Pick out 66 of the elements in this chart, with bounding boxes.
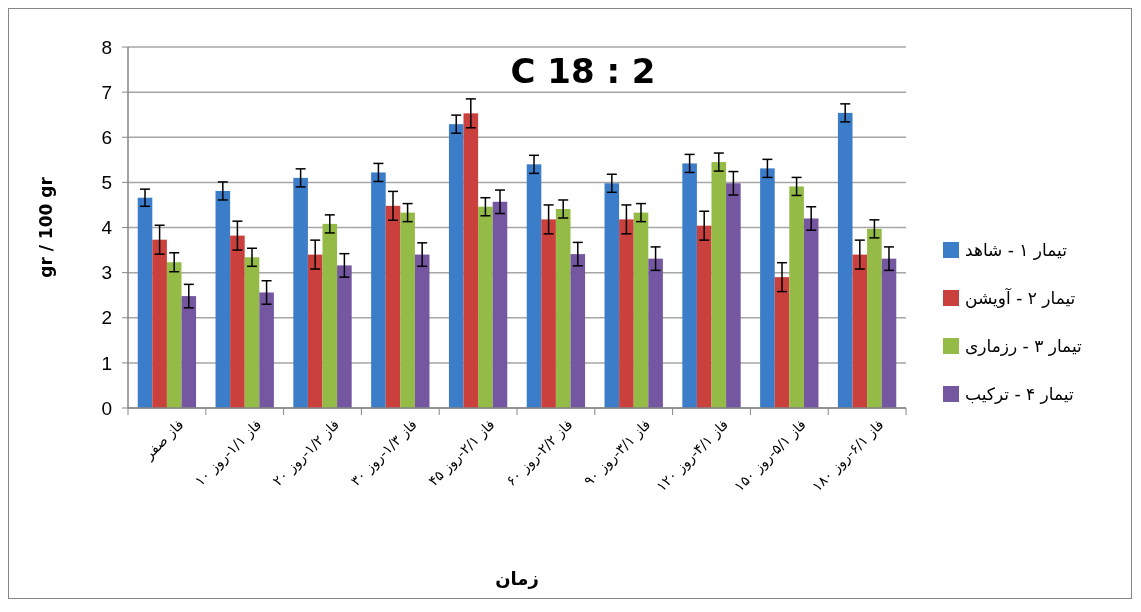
bar [789,186,804,408]
bar [711,162,727,408]
y-axis-title: gr / 100 gr [36,176,56,278]
x-tick-label: فاز ۳/۱-روز ۹۰ [580,416,654,490]
x-tick-label: فاز ۱/۳-روز ۳۰ [347,416,421,490]
bar [244,257,260,408]
y-tick-label: 5 [101,172,112,194]
bar [682,163,697,408]
bar [478,206,493,408]
bar [867,228,882,408]
x-tick-label: فاز ۲/۲-روز ۶۰ [502,416,577,490]
bar [803,218,819,408]
bar [541,219,556,408]
bar [648,258,663,408]
legend-label: تیمار ۲ - آویشن [965,286,1076,308]
bar [881,258,897,408]
bar [400,212,415,408]
bar [448,124,464,408]
x-tick-label: فاز ۴/۱-روز ۱۲۰ [653,416,732,495]
bar [337,265,352,408]
bar [385,205,401,408]
x-tick-label: فاز ۶/۱-روز ۱۸۰ [808,416,888,495]
bar [166,262,182,408]
bar [293,177,308,408]
chart-title: C 18 : 2 [510,51,656,91]
x-tick-label: فاز ۱/۱-روز ۱۰ [191,416,265,490]
y-tick-label: 2 [101,307,112,329]
bar [230,235,245,408]
bar [137,197,153,408]
y-tick-label: 3 [101,262,112,284]
bar [774,277,790,408]
bar [570,254,586,408]
bar [492,201,508,408]
bar [463,113,479,408]
y-tick-label: 4 [101,217,113,239]
bar [259,292,274,408]
legend-label: تیمار ۳ - رزماری [965,335,1083,356]
x-tick-label: فاز صفر [139,416,188,464]
bar [322,223,338,408]
bar [526,164,542,408]
bar [852,254,868,408]
y-tick-label: 1 [101,352,112,374]
legend-label: تیمار ۱ - شاهد [965,239,1068,260]
y-tick-label: 8 [101,36,112,58]
bar [181,296,197,408]
x-tick-label: فاز ۲/۱-روز ۴۵ [425,416,499,490]
bar [414,254,430,408]
bar [307,254,323,408]
y-tick-label: 7 [101,81,112,103]
bar [604,183,620,408]
bar [760,168,775,408]
y-tick-label: 6 [101,126,112,148]
bar [633,212,649,408]
bar [726,183,741,408]
bar [837,112,853,408]
bar [619,219,634,408]
bar [215,190,231,408]
x-tick-label: فاز ۵/۱-روز ۱۵۰ [730,416,810,495]
x-axis-title: زمان [495,568,539,589]
bar [555,209,571,408]
x-tick-label: فاز ۱/۲-روز ۲۰ [269,416,343,490]
legend-label: تیمار ۴ - ترکیب [965,383,1074,404]
y-tick-label: 0 [101,397,112,419]
bar [371,172,386,408]
bar [152,239,167,408]
bar [696,225,712,408]
